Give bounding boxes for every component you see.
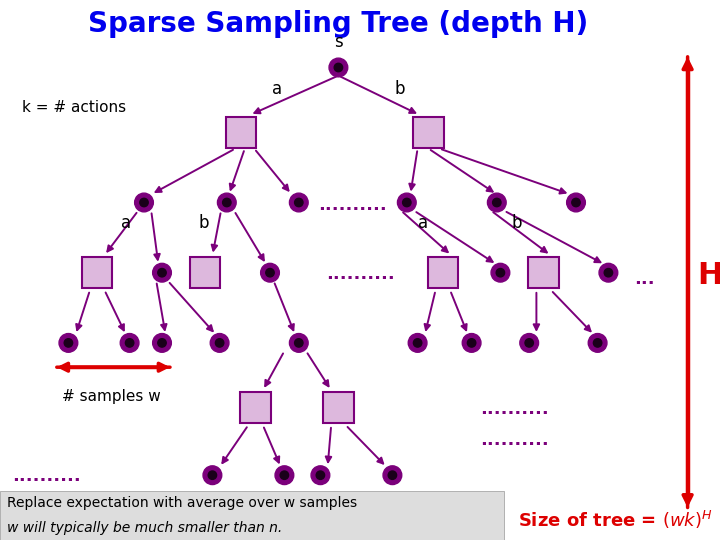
Ellipse shape (316, 471, 325, 480)
Ellipse shape (311, 466, 330, 484)
Bar (0, 491, 504, 540)
Ellipse shape (491, 264, 510, 282)
Text: Replace expectation with average over w samples: Replace expectation with average over w … (7, 496, 357, 510)
Ellipse shape (215, 339, 224, 347)
Text: b: b (199, 214, 209, 232)
Text: b: b (395, 80, 405, 98)
Text: ...: ... (634, 270, 654, 288)
Ellipse shape (217, 193, 236, 212)
Text: H: H (697, 261, 720, 290)
Bar (528, 257, 559, 288)
Ellipse shape (294, 198, 303, 207)
Ellipse shape (572, 198, 580, 207)
Ellipse shape (158, 268, 166, 277)
Text: # samples w: # samples w (62, 389, 161, 404)
Bar (323, 392, 354, 423)
Ellipse shape (64, 339, 73, 347)
Ellipse shape (203, 466, 222, 484)
Text: a: a (418, 214, 428, 232)
Ellipse shape (153, 264, 171, 282)
Ellipse shape (210, 334, 229, 352)
Ellipse shape (158, 339, 166, 347)
Ellipse shape (462, 334, 481, 352)
Ellipse shape (567, 193, 585, 212)
Ellipse shape (496, 268, 505, 277)
Ellipse shape (266, 268, 274, 277)
Ellipse shape (413, 339, 422, 347)
Ellipse shape (599, 264, 618, 282)
Text: ..........: .......... (480, 400, 549, 418)
Text: k = # actions: k = # actions (22, 100, 126, 116)
Ellipse shape (492, 198, 501, 207)
Bar (82, 257, 112, 288)
Bar (240, 392, 271, 423)
Ellipse shape (397, 193, 416, 212)
Ellipse shape (280, 471, 289, 480)
Ellipse shape (222, 198, 231, 207)
Ellipse shape (261, 264, 279, 282)
Text: ..........: .......... (12, 467, 81, 485)
Ellipse shape (525, 339, 534, 347)
Text: ..........: .......... (318, 195, 387, 214)
Ellipse shape (289, 193, 308, 212)
Ellipse shape (334, 63, 343, 72)
Ellipse shape (289, 334, 308, 352)
Ellipse shape (135, 193, 153, 212)
Ellipse shape (140, 198, 148, 207)
Ellipse shape (408, 334, 427, 352)
Bar (413, 117, 444, 148)
Ellipse shape (604, 268, 613, 277)
Text: w will typically be much smaller than n.: w will typically be much smaller than n. (7, 521, 282, 535)
Ellipse shape (467, 339, 476, 347)
Bar (190, 257, 220, 288)
Bar (428, 257, 458, 288)
Ellipse shape (388, 471, 397, 480)
Text: s: s (334, 33, 343, 51)
Text: ..........: .......... (325, 265, 395, 284)
Ellipse shape (487, 193, 506, 212)
Ellipse shape (520, 334, 539, 352)
Ellipse shape (294, 339, 303, 347)
Text: a: a (272, 80, 282, 98)
Text: Sparse Sampling Tree (depth H): Sparse Sampling Tree (depth H) (89, 10, 588, 38)
Ellipse shape (120, 334, 139, 352)
Text: Size of tree = $(wk)^H$: Size of tree = $(wk)^H$ (518, 509, 713, 530)
Text: ..........: .......... (480, 431, 549, 449)
Ellipse shape (593, 339, 602, 347)
Bar (226, 117, 256, 148)
Ellipse shape (125, 339, 134, 347)
Ellipse shape (402, 198, 411, 207)
Ellipse shape (329, 58, 348, 77)
Ellipse shape (208, 471, 217, 480)
Ellipse shape (59, 334, 78, 352)
Ellipse shape (588, 334, 607, 352)
Text: a: a (121, 214, 131, 232)
Text: b: b (512, 214, 522, 232)
Ellipse shape (275, 466, 294, 484)
Ellipse shape (153, 334, 171, 352)
Ellipse shape (383, 466, 402, 484)
